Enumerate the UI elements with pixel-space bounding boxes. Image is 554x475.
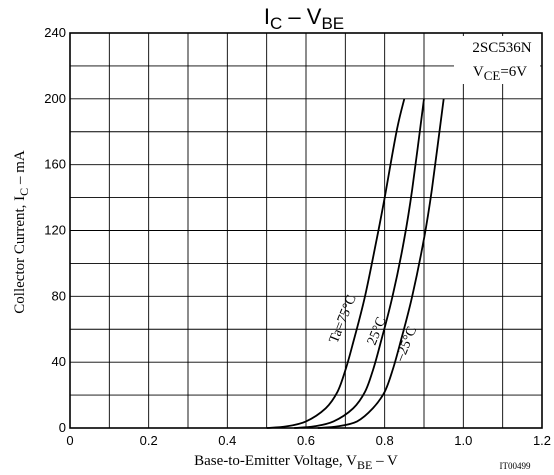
grid-lines (70, 33, 542, 428)
title-vbe-sub: BE (321, 14, 344, 33)
condition-box (454, 36, 540, 84)
title-vbe: V (307, 4, 322, 29)
chart-title: IC – VBE (264, 4, 344, 33)
x-tick-label: 1.0 (454, 433, 472, 448)
y-tick-label: 200 (44, 91, 66, 106)
y-tick-labels: 0 40 80 120 160 200 240 (44, 25, 66, 435)
title-dash: – (282, 4, 306, 29)
x-tick-label: 0 (66, 433, 73, 448)
cond-prefix: V (473, 64, 484, 80)
cond-sub: CE (484, 68, 501, 83)
x-tick-label: 0.8 (376, 433, 394, 448)
part-number: 2SC536N (472, 40, 531, 56)
x-tick-label: 0.6 (297, 433, 315, 448)
series-line-1 (266, 98, 406, 429)
y-tick-label: 240 (44, 25, 66, 40)
series-label-m25: –25°C (392, 325, 420, 365)
x-tick-label: 0.2 (140, 433, 158, 448)
series-line-2 (294, 98, 425, 429)
y-axis-label: Collector Current, IC – mA (12, 150, 31, 314)
y-tick-label: 40 (52, 354, 66, 369)
series-label-25: 25°C (365, 315, 390, 347)
figure-code: IT00499 (500, 461, 531, 471)
title-ic-sub: C (270, 14, 282, 33)
xlabel-sub: BE (357, 458, 372, 472)
ylabel-sub: C (17, 188, 31, 196)
x-tick-label: 0.4 (218, 433, 236, 448)
x-tick-labels: 0 0.2 0.4 0.6 0.8 1.0 1.2 (66, 433, 551, 448)
x-tick-label: 1.2 (533, 433, 551, 448)
y-tick-label: 120 (44, 223, 66, 238)
series-line-3 (317, 98, 445, 429)
y-tick-label: 160 (44, 157, 66, 172)
xlabel-pre: Base-to-Emitter Voltage, V (194, 453, 357, 469)
condition-vce: VCE=6V (473, 64, 527, 83)
cond-suffix: =6V (500, 64, 527, 80)
series-curves (266, 98, 445, 429)
ylabel-pre: Collector Current, I (12, 196, 28, 314)
y-tick-label: 0 (59, 420, 66, 435)
xlabel-post: – V (372, 453, 398, 469)
x-axis-label: Base-to-Emitter Voltage, VBE – V (194, 453, 398, 472)
y-tick-label: 80 (52, 288, 66, 303)
ylabel-post: – mA (12, 150, 28, 188)
title-ic: I (264, 4, 270, 29)
